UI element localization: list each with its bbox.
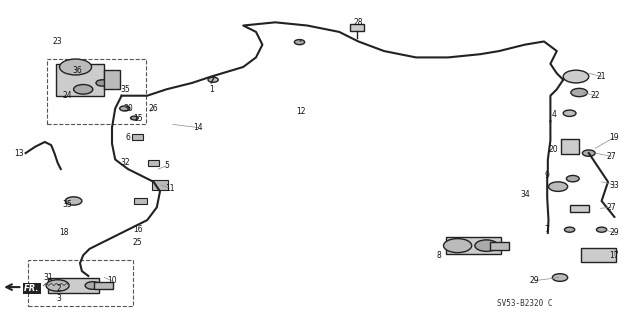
Circle shape xyxy=(74,85,93,94)
Text: 16: 16 xyxy=(132,225,143,234)
Circle shape xyxy=(60,59,92,75)
Circle shape xyxy=(552,274,568,281)
Text: 8: 8 xyxy=(436,251,441,260)
Text: 35: 35 xyxy=(120,85,130,94)
Text: 14: 14 xyxy=(193,123,204,132)
Text: 20: 20 xyxy=(548,145,559,154)
Circle shape xyxy=(131,116,138,120)
Circle shape xyxy=(85,282,100,289)
Bar xyxy=(447,237,500,255)
Circle shape xyxy=(208,77,218,82)
Circle shape xyxy=(65,197,82,205)
Text: 5: 5 xyxy=(164,161,169,170)
Circle shape xyxy=(564,227,575,232)
Text: 15: 15 xyxy=(132,114,143,122)
Text: 21: 21 xyxy=(597,72,606,81)
Bar xyxy=(148,160,159,166)
Text: SV53-B2320 C: SV53-B2320 C xyxy=(497,299,552,308)
Bar xyxy=(350,24,364,31)
Text: 30: 30 xyxy=(123,104,133,113)
Text: 31: 31 xyxy=(43,273,53,282)
Text: 9: 9 xyxy=(545,171,550,180)
Text: 28: 28 xyxy=(354,18,363,27)
Bar xyxy=(152,180,168,190)
Text: 33: 33 xyxy=(609,181,620,189)
Text: 18: 18 xyxy=(60,228,68,237)
Bar xyxy=(94,281,113,290)
Text: 34: 34 xyxy=(520,190,530,199)
Circle shape xyxy=(548,182,568,191)
Bar xyxy=(570,205,589,212)
Circle shape xyxy=(294,40,305,45)
Circle shape xyxy=(571,88,588,97)
Bar xyxy=(132,134,143,140)
Text: 26: 26 xyxy=(148,104,159,113)
Circle shape xyxy=(96,80,109,86)
Bar xyxy=(490,242,509,249)
Text: 12: 12 xyxy=(296,107,305,116)
Text: 23: 23 xyxy=(52,37,63,46)
Text: 10: 10 xyxy=(107,276,117,285)
Text: 25: 25 xyxy=(132,238,143,247)
Bar xyxy=(48,278,99,293)
Text: 2: 2 xyxy=(56,284,61,293)
Text: 32: 32 xyxy=(120,158,130,167)
Bar xyxy=(561,139,579,154)
Text: 35: 35 xyxy=(62,200,72,209)
Circle shape xyxy=(444,239,472,253)
Text: 11: 11 xyxy=(165,184,174,193)
Text: 22: 22 xyxy=(591,91,600,100)
Text: 4: 4 xyxy=(551,110,556,119)
Circle shape xyxy=(563,70,589,83)
Text: 7: 7 xyxy=(545,225,550,234)
Circle shape xyxy=(46,280,69,291)
Text: FR.: FR. xyxy=(24,284,40,293)
Circle shape xyxy=(563,110,576,116)
Bar xyxy=(104,70,120,89)
Text: 19: 19 xyxy=(609,133,620,142)
Text: 3: 3 xyxy=(56,294,61,303)
Text: 27: 27 xyxy=(606,203,616,212)
Text: 29: 29 xyxy=(529,276,540,285)
Text: 29: 29 xyxy=(609,228,620,237)
Circle shape xyxy=(582,150,595,156)
Circle shape xyxy=(566,175,579,182)
Text: 13: 13 xyxy=(14,149,24,158)
Circle shape xyxy=(596,227,607,232)
Circle shape xyxy=(475,240,498,251)
Bar xyxy=(134,198,147,204)
Text: 36: 36 xyxy=(72,66,82,75)
Bar xyxy=(581,248,616,262)
Text: 1: 1 xyxy=(209,85,214,94)
Text: 17: 17 xyxy=(609,251,620,260)
Text: 6: 6 xyxy=(125,133,131,142)
Bar xyxy=(56,64,104,96)
Circle shape xyxy=(120,106,130,111)
Text: 27: 27 xyxy=(606,152,616,161)
Text: 24: 24 xyxy=(62,91,72,100)
